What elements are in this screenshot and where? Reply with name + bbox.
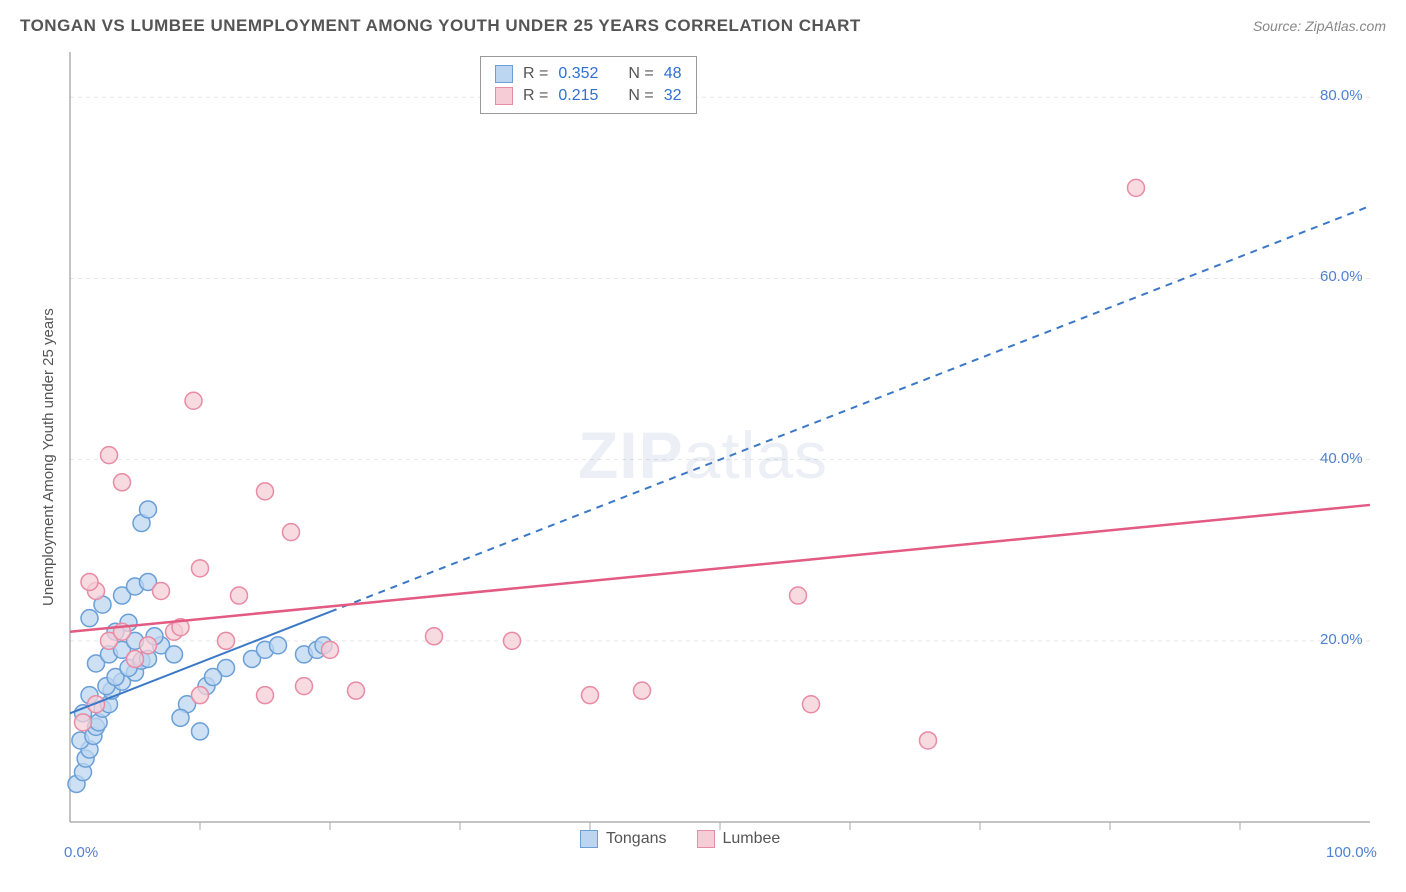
x-tick-label: 100.0% [1326, 844, 1377, 861]
n-value: 32 [664, 87, 682, 105]
n-label: N = [628, 65, 653, 83]
legend-item: Tongans [580, 830, 667, 848]
stats-row: R = 0.352 N = 48 [495, 63, 682, 85]
legend-label: Lumbee [723, 830, 781, 848]
x-tick-label: 0.0% [64, 844, 98, 861]
chart-header: TONGAN VS LUMBEE UNEMPLOYMENT AMONG YOUT… [20, 10, 1386, 40]
y-axis-label: Unemployment Among Youth under 25 years [40, 309, 57, 607]
r-value: 0.215 [558, 87, 598, 105]
y-tick-label: 40.0% [1320, 450, 1363, 467]
r-label: R = [523, 87, 548, 105]
chart-title: TONGAN VS LUMBEE UNEMPLOYMENT AMONG YOUT… [20, 16, 861, 36]
chart-svg [20, 40, 1386, 870]
stats-legend-box: R = 0.352 N = 48 R = 0.215 N = 32 [480, 56, 697, 114]
source-attribution: Source: ZipAtlas.com [1253, 18, 1386, 34]
series-legend: Tongans Lumbee [580, 830, 780, 848]
stats-row: R = 0.215 N = 32 [495, 85, 682, 107]
r-label: R = [523, 65, 548, 83]
legend-swatch [495, 65, 513, 83]
legend-swatch [580, 830, 598, 848]
n-label: N = [628, 87, 653, 105]
y-tick-label: 60.0% [1320, 268, 1363, 285]
y-tick-label: 80.0% [1320, 87, 1363, 104]
legend-swatch [495, 87, 513, 105]
y-tick-label: 20.0% [1320, 631, 1363, 648]
legend-label: Tongans [606, 830, 667, 848]
r-value: 0.352 [558, 65, 598, 83]
correlation-chart: ZIPatlas Unemployment Among Youth under … [20, 40, 1386, 870]
legend-item: Lumbee [697, 830, 781, 848]
n-value: 48 [664, 65, 682, 83]
legend-swatch [697, 830, 715, 848]
